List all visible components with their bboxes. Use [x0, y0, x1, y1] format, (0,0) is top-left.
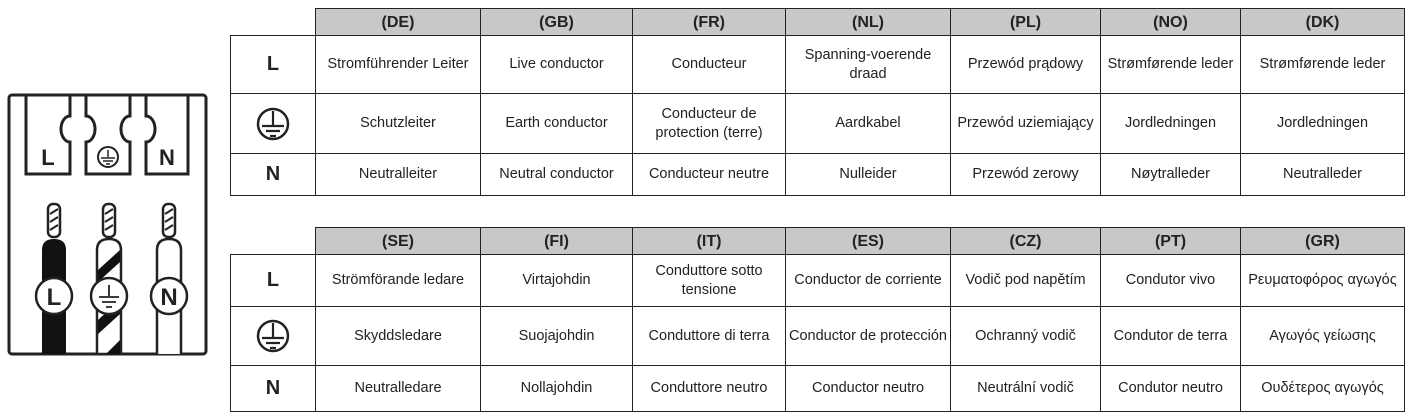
- symbol-l: L: [230, 254, 316, 307]
- cell: Przewód zerowy: [950, 153, 1101, 196]
- table-row-earth: Schutzleiter Earth conductor Conducteur …: [230, 93, 1405, 154]
- terminal-earth-icon: [97, 146, 119, 168]
- terminal-slots: [24, 95, 190, 176]
- svg-text:N: N: [160, 284, 177, 311]
- header-row: (DE) (GB) (FR) (NL) (PL) (NO) (DK): [230, 8, 1405, 36]
- cell: Nollajohdin: [480, 365, 633, 412]
- cell: Przewód uziemiający: [950, 93, 1101, 154]
- cell: Neutrální vodič: [950, 365, 1101, 412]
- cell: Aardkabel: [785, 93, 951, 154]
- header-gr: (GR): [1240, 227, 1405, 255]
- cell: Conduttore neutro: [632, 365, 786, 412]
- header-pl: (PL): [950, 8, 1101, 36]
- cell: Ρευματοφόρος αγωγός: [1240, 254, 1405, 307]
- cell: Suojajohdin: [480, 306, 633, 366]
- cell: Vodič pod napětím: [950, 254, 1101, 307]
- cell: Conductor neutro: [785, 365, 951, 412]
- cell: Conducteur neutre: [632, 153, 786, 196]
- terminal-label-l: L: [41, 145, 54, 170]
- header-se: (SE): [315, 227, 481, 255]
- cell: Spanning-voerende draad: [785, 35, 951, 94]
- cell: Ochranný vodič: [950, 306, 1101, 366]
- table-row-live: L Stromführender Leiter Live conductor C…: [230, 35, 1405, 94]
- header-nl: (NL): [785, 8, 951, 36]
- symbol-n: N: [230, 153, 316, 196]
- svg-text:L: L: [47, 284, 62, 311]
- cell: Nulleider: [785, 153, 951, 196]
- table-row-neutral: N Neutralledare Nollajohdin Conduttore n…: [230, 365, 1405, 412]
- cell: Jordledningen: [1240, 93, 1405, 154]
- header-dk: (DK): [1240, 8, 1405, 36]
- wire-label-l: L: [34, 276, 74, 316]
- cell: Virtajohdin: [480, 254, 633, 307]
- header-row: (SE) (FI) (IT) (ES) (CZ) (PT) (GR): [230, 227, 1405, 255]
- blank-header: [230, 8, 316, 36]
- cell: Neutralleder: [1240, 153, 1405, 196]
- header-es: (ES): [785, 227, 951, 255]
- table-row-neutral: N Neutralleiter Neutral conductor Conduc…: [230, 153, 1405, 196]
- header-gb: (GB): [480, 8, 633, 36]
- header-pt: (PT): [1100, 227, 1241, 255]
- cell: Conductor de corriente: [785, 254, 951, 307]
- cell: Strömförande ledare: [315, 254, 481, 307]
- earth-icon: [230, 93, 316, 154]
- header-fi: (FI): [480, 227, 633, 255]
- terminal-label-n: N: [159, 145, 175, 170]
- table-row-earth: Skyddsledare Suojajohdin Conduttore di t…: [230, 306, 1405, 366]
- cell: Neutralleiter: [315, 153, 481, 196]
- cell: Conducteur de protection (terre): [632, 93, 786, 154]
- cell: Earth conductor: [480, 93, 633, 154]
- cell: Schutzleiter: [315, 93, 481, 154]
- cell: Live conductor: [480, 35, 633, 94]
- symbol-l: L: [230, 35, 316, 94]
- header-de: (DE): [315, 8, 481, 36]
- cell: Strømførende leder: [1100, 35, 1241, 94]
- cell: Αγωγός γείωσης: [1240, 306, 1405, 366]
- cell: Conducteur: [632, 35, 786, 94]
- cell: Strømførende leder: [1240, 35, 1405, 94]
- earth-icon: [230, 306, 316, 366]
- cell: Skyddsledare: [315, 306, 481, 366]
- cell: Conductor de protección: [785, 306, 951, 366]
- cell: Jordledningen: [1100, 93, 1241, 154]
- cell: Ουδέτερος αγωγός: [1240, 365, 1405, 412]
- header-cz: (CZ): [950, 227, 1101, 255]
- cell: Condutor neutro: [1100, 365, 1241, 412]
- conductor-table-2: (SE) (FI) (IT) (ES) (CZ) (PT) (GR) L Str…: [230, 227, 1405, 412]
- blank-header: [230, 227, 316, 255]
- header-it: (IT): [632, 227, 786, 255]
- symbol-n: N: [230, 365, 316, 412]
- cell: Conduttore di terra: [632, 306, 786, 366]
- conductor-table-1: (DE) (GB) (FR) (NL) (PL) (NO) (DK) L Str…: [230, 8, 1405, 196]
- cell: Condutor vivo: [1100, 254, 1241, 307]
- table-row-live: L Strömförande ledare Virtajohdin Condut…: [230, 254, 1405, 307]
- cell: Przewód prądowy: [950, 35, 1101, 94]
- header-no: (NO): [1100, 8, 1241, 36]
- cell: Neutral conductor: [480, 153, 633, 196]
- wire-label-n: N: [149, 276, 189, 316]
- cell: Conduttore sotto tensione: [632, 254, 786, 307]
- cell: Neutralledare: [315, 365, 481, 412]
- cell: Nøytralleder: [1100, 153, 1241, 196]
- terminal-block-diagram: L N L N: [7, 93, 208, 356]
- wire-earth-icon: [89, 276, 129, 316]
- cell: Condutor de terra: [1100, 306, 1241, 366]
- cell: Stromführender Leiter: [315, 35, 481, 94]
- header-fr: (FR): [632, 8, 786, 36]
